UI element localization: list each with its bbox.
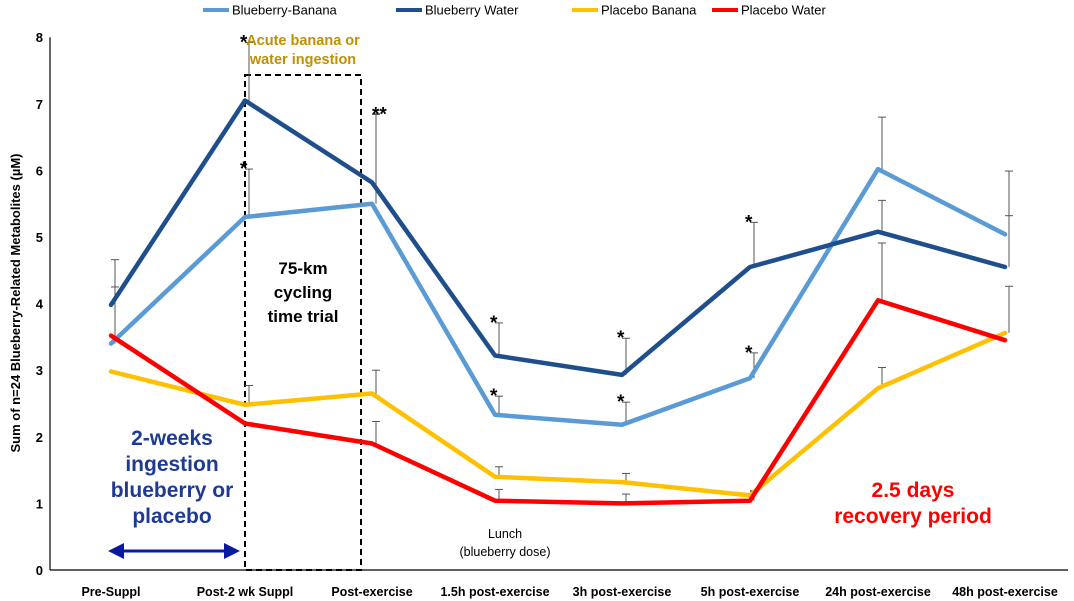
y-tick-label: 0 xyxy=(36,563,43,578)
acute-ingestion-label: water ingestion xyxy=(249,52,356,68)
significance-marker: * xyxy=(240,33,248,54)
series-line xyxy=(108,298,1008,506)
y-tick-label: 3 xyxy=(36,363,43,378)
y-tick-label: 1 xyxy=(36,496,43,511)
x-tick-label: Post-2 wk Suppl xyxy=(197,585,294,599)
double-arrow-head-right xyxy=(224,543,240,559)
recovery-period-label: recovery period xyxy=(834,505,992,528)
y-tick-label: 2 xyxy=(36,430,43,445)
significance-marker: * xyxy=(617,328,625,349)
significance-marker: * xyxy=(745,343,753,364)
y-axis: 0 1 2 3 4 5 6 7 8 xyxy=(36,30,51,578)
time-trial-label: time trial xyxy=(268,307,339,326)
significance-marker: * xyxy=(745,212,753,233)
x-tick-label: 5h post-exercise xyxy=(701,585,800,599)
significance-marker: * xyxy=(617,392,625,413)
ingestion-period-label: blueberry or xyxy=(111,479,234,502)
ingestion-period-label: placebo xyxy=(132,505,211,528)
significance-marker: * xyxy=(490,313,498,334)
legend-entry: Placebo Banana xyxy=(601,3,697,18)
legend-entry: Blueberry Water xyxy=(425,3,519,18)
series-line xyxy=(108,98,1008,378)
significance-marker: * xyxy=(240,159,248,180)
error-bars xyxy=(111,42,1013,504)
series-line xyxy=(108,330,1008,498)
x-axis: Pre-Suppl Post-2 wk Suppl Post-exercise 1.5… xyxy=(50,569,1068,599)
legend: Blueberry-Banana Blueberry Water Placebo B… xyxy=(203,3,826,18)
x-tick-label: Pre-Suppl xyxy=(81,585,140,599)
acute-ingestion-label: Acute banana or xyxy=(246,33,360,49)
annotation-regions xyxy=(244,74,362,571)
series-lines xyxy=(108,98,1008,506)
significance-marker: ** xyxy=(372,104,387,125)
y-tick-label: 7 xyxy=(36,97,43,112)
legend-entry: Blueberry-Banana xyxy=(232,3,338,18)
significance-markers: ********** xyxy=(240,33,753,414)
x-tick-label: 48h post-exercise xyxy=(952,585,1058,599)
time-trial-label: 75-km xyxy=(278,259,327,278)
annotations: Acute banana or water ingestion 75-km cycli… xyxy=(108,33,992,559)
recovery-period-label: 2.5 days xyxy=(872,479,955,502)
y-tick-label: 6 xyxy=(36,163,43,178)
lunch-label: (blueberry dose) xyxy=(459,545,550,559)
time-trial-label: cycling xyxy=(274,283,333,302)
legend-entry: Placebo Water xyxy=(741,3,826,18)
series-line xyxy=(108,166,1008,428)
y-axis-label: Sum of n=24 Blueberry-Related Metabolite… xyxy=(8,154,23,453)
y-tick-label: 8 xyxy=(36,30,43,45)
y-tick-label: 4 xyxy=(36,297,44,312)
time-trial-box xyxy=(244,74,362,571)
x-tick-label: 1.5h post-exercise xyxy=(440,585,549,599)
significance-marker: * xyxy=(490,386,498,407)
x-tick-label: 3h post-exercise xyxy=(573,585,672,599)
x-tick-label: Post-exercise xyxy=(331,585,412,599)
x-tick-label: 24h post-exercise xyxy=(825,585,931,599)
double-arrow-head-left xyxy=(108,543,124,559)
ingestion-period-label: 2-weeks xyxy=(131,427,213,450)
ingestion-period-label: ingestion xyxy=(125,453,218,476)
y-tick-label: 5 xyxy=(36,230,43,245)
lunch-label: Lunch xyxy=(488,527,522,541)
